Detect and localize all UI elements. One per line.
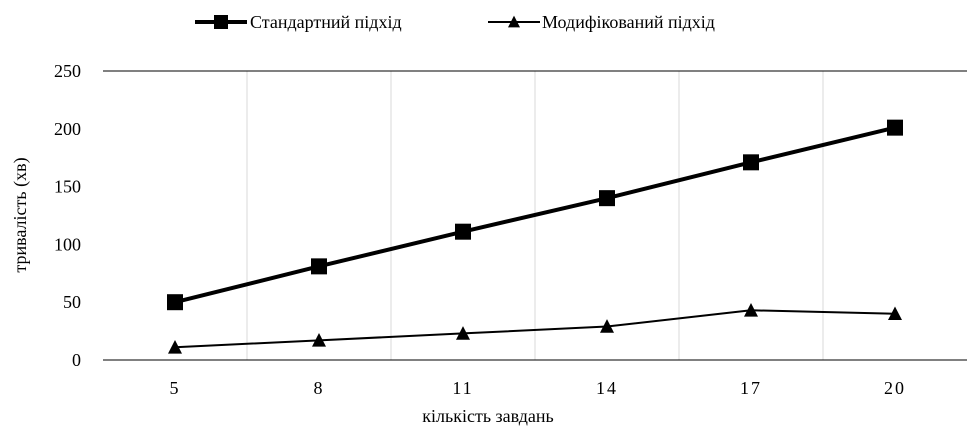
series-line [174,125,896,305]
data-point-square [311,258,327,275]
data-point-triangle [888,306,902,321]
series-layer [167,119,903,354]
x-tick-label: 11 [452,378,473,398]
x-tick-label: 20 [884,378,906,398]
legend-label: Модифікований підхід [542,12,715,32]
data-point-triangle [456,326,470,340]
data-point-square [887,119,903,136]
y-tick-label: 50 [63,292,81,312]
series-2 [168,302,902,354]
y-tick-label: 250 [54,61,81,81]
series-1 [167,119,903,311]
legend-marker-square [214,15,228,29]
x-tick-label: 8 [314,378,325,398]
y-tick-label: 200 [54,119,81,139]
legend: Стандартний підхід Модифікований підхід [195,12,715,32]
y-axis-title: тривалість (хв) [10,157,31,272]
data-point-triangle [168,339,182,354]
y-tick-label: 0 [72,350,81,370]
y-tick-label: 100 [54,234,81,254]
x-axis-title: кількість завдань [422,406,553,426]
x-tick-label: 14 [596,378,618,398]
data-point-triangle [744,302,758,317]
data-point-square [743,154,759,171]
series-line [174,309,896,349]
data-point-square [167,294,183,311]
legend-marker-triangle [508,15,520,28]
x-tick-label: 5 [170,378,181,398]
legend-item-1: Стандартний підхід [195,12,402,32]
legend-item-2: Модифікований підхід [488,12,715,32]
data-point-square [455,223,471,240]
data-point-triangle [312,333,326,347]
axes: 0 50 100 150 200 250 5 8 11 14 17 20 [54,61,967,398]
y-tick-label: 150 [54,177,81,197]
x-tick-label: 17 [740,378,762,398]
legend-label: Стандартний підхід [250,12,402,32]
data-point-square [599,190,615,207]
data-point-triangle [600,319,614,333]
